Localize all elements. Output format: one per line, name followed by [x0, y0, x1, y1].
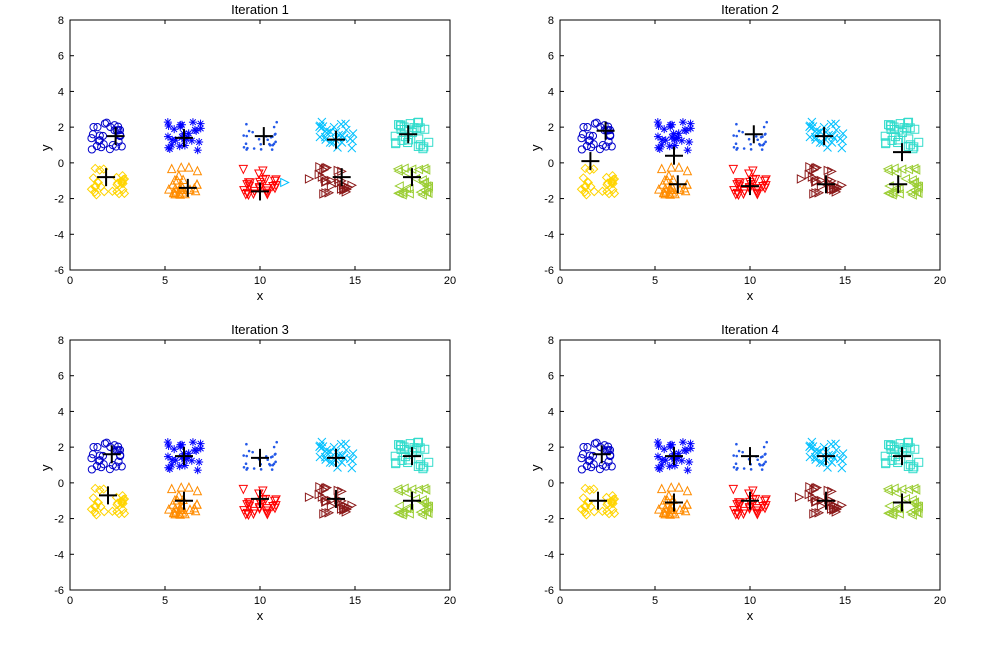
- svg-text:15: 15: [349, 275, 361, 287]
- svg-text:15: 15: [349, 595, 361, 607]
- svg-text:4: 4: [58, 406, 64, 418]
- svg-text:5: 5: [162, 595, 168, 607]
- svg-text:4: 4: [58, 86, 64, 98]
- x-axis-label: x: [560, 288, 940, 303]
- subplot-title: Iteration 1: [70, 2, 450, 17]
- figure: Iteration 105101520-6-4-202468xyIteratio…: [0, 0, 982, 651]
- svg-text:6: 6: [548, 371, 554, 383]
- svg-text:0: 0: [58, 478, 64, 490]
- svg-text:15: 15: [839, 595, 851, 607]
- svg-text:8: 8: [58, 15, 64, 27]
- svg-text:5: 5: [652, 595, 658, 607]
- svg-text:-4: -4: [54, 229, 64, 241]
- subplot-1: Iteration 105101520-6-4-202468xy: [70, 20, 450, 270]
- svg-text:0: 0: [58, 158, 64, 170]
- svg-text:20: 20: [444, 275, 456, 287]
- y-axis-label: y: [528, 145, 543, 152]
- svg-text:-2: -2: [544, 514, 554, 526]
- svg-text:4: 4: [548, 406, 554, 418]
- svg-text:-2: -2: [54, 514, 64, 526]
- svg-text:-4: -4: [544, 549, 554, 561]
- svg-text:15: 15: [839, 275, 851, 287]
- plot-area: 05101520-6-4-202468: [560, 20, 940, 270]
- svg-text:0: 0: [557, 275, 563, 287]
- svg-text:2: 2: [58, 442, 64, 454]
- subplot-title: Iteration 4: [560, 322, 940, 337]
- subplot-title: Iteration 3: [70, 322, 450, 337]
- svg-text:6: 6: [58, 371, 64, 383]
- svg-text:0: 0: [548, 478, 554, 490]
- subplot-title: Iteration 2: [560, 2, 940, 17]
- svg-text:2: 2: [58, 122, 64, 134]
- y-axis-label: y: [38, 145, 53, 152]
- svg-text:4: 4: [548, 86, 554, 98]
- svg-text:20: 20: [934, 595, 946, 607]
- svg-text:10: 10: [744, 595, 756, 607]
- svg-text:0: 0: [67, 595, 73, 607]
- svg-text:0: 0: [548, 158, 554, 170]
- svg-text:8: 8: [58, 335, 64, 347]
- x-axis-label: x: [560, 608, 940, 623]
- svg-text:0: 0: [67, 275, 73, 287]
- y-axis-label: y: [528, 465, 543, 472]
- svg-text:-6: -6: [54, 585, 64, 597]
- plot-area: 05101520-6-4-202468: [560, 340, 940, 590]
- svg-text:-6: -6: [544, 585, 554, 597]
- y-axis-label: y: [38, 465, 53, 472]
- plot-area: 05101520-6-4-202468: [70, 20, 450, 270]
- svg-text:-6: -6: [544, 265, 554, 277]
- svg-text:8: 8: [548, 15, 554, 27]
- svg-text:5: 5: [652, 275, 658, 287]
- svg-text:2: 2: [548, 122, 554, 134]
- svg-text:6: 6: [58, 51, 64, 63]
- svg-text:6: 6: [548, 51, 554, 63]
- svg-text:5: 5: [162, 275, 168, 287]
- plot-area: 05101520-6-4-202468: [70, 340, 450, 590]
- svg-text:0: 0: [557, 595, 563, 607]
- svg-text:20: 20: [934, 275, 946, 287]
- subplot-2: Iteration 205101520-6-4-202468xy: [560, 20, 940, 270]
- svg-text:20: 20: [444, 595, 456, 607]
- svg-text:10: 10: [254, 275, 266, 287]
- svg-text:10: 10: [254, 595, 266, 607]
- subplot-3: Iteration 305101520-6-4-202468xy: [70, 340, 450, 590]
- svg-text:10: 10: [744, 275, 756, 287]
- svg-text:2: 2: [548, 442, 554, 454]
- x-axis-label: x: [70, 288, 450, 303]
- x-axis-label: x: [70, 608, 450, 623]
- svg-text:-4: -4: [544, 229, 554, 241]
- svg-text:-4: -4: [54, 549, 64, 561]
- svg-text:8: 8: [548, 335, 554, 347]
- subplot-4: Iteration 405101520-6-4-202468xy: [560, 340, 940, 590]
- svg-text:-6: -6: [54, 265, 64, 277]
- svg-text:-2: -2: [54, 194, 64, 206]
- svg-text:-2: -2: [544, 194, 554, 206]
